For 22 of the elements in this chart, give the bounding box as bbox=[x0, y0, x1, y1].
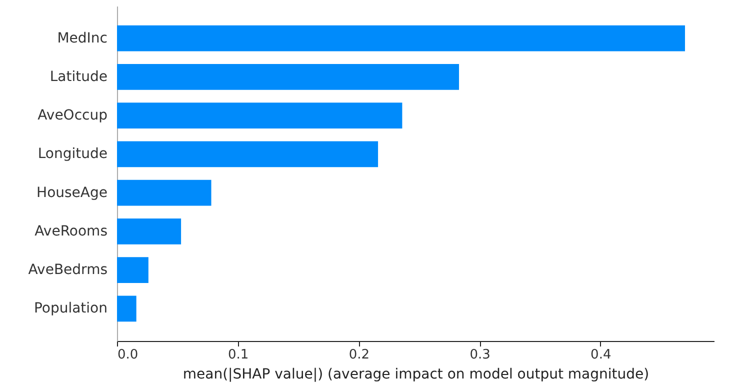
bar bbox=[117, 25, 685, 52]
x-tick-label: 0.4 bbox=[590, 348, 612, 362]
x-tick-label: 0.3 bbox=[470, 348, 490, 362]
x-axis-title: mean(|SHAP value|) (average impact on model output magnitude) bbox=[182, 366, 650, 382]
bar bbox=[117, 141, 378, 168]
y-tick-label: Latitude bbox=[50, 68, 108, 85]
y-tick-label: AveRooms bbox=[34, 223, 108, 240]
bar bbox=[117, 257, 148, 284]
x-tick-label: 0.0 bbox=[118, 348, 138, 362]
y-tick-label: Population bbox=[34, 300, 108, 317]
y-tick-label: HouseAge bbox=[36, 184, 108, 201]
y-tick-label: AveOccup bbox=[38, 108, 108, 124]
bar bbox=[117, 102, 402, 128]
bar bbox=[117, 218, 182, 244]
bar bbox=[117, 180, 212, 206]
bar bbox=[117, 296, 136, 322]
x-tick-label: 0.1 bbox=[228, 348, 249, 362]
x-tick-label: 0.2 bbox=[348, 348, 370, 362]
bar bbox=[117, 64, 460, 90]
y-tick-label: Longitude bbox=[38, 146, 108, 162]
y-tick-label: AveBedrms bbox=[28, 262, 108, 278]
y-tick-label: MedInc bbox=[57, 30, 108, 46]
